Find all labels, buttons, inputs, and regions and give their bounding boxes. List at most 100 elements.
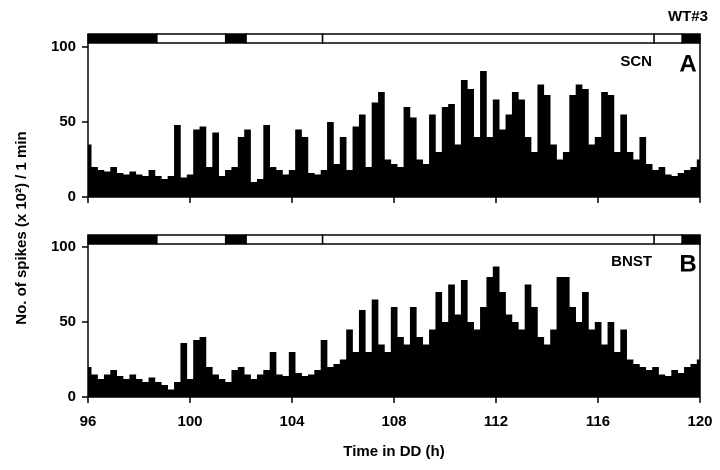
bar <box>690 167 698 197</box>
bar <box>288 352 296 397</box>
bar <box>677 373 685 397</box>
bar <box>282 174 290 197</box>
bar <box>652 170 659 197</box>
bar <box>333 164 341 197</box>
bar <box>167 389 175 397</box>
bar <box>473 137 481 197</box>
bar <box>658 167 666 197</box>
bar <box>161 385 168 397</box>
x-tick-label: 108 <box>381 413 406 430</box>
bar <box>556 159 564 197</box>
bar <box>327 367 334 397</box>
annotation: WT#3 <box>668 8 708 25</box>
light-dark-segment <box>87 33 158 44</box>
bar <box>448 104 455 197</box>
bar <box>473 329 481 397</box>
bar <box>384 159 392 197</box>
bar <box>562 277 570 397</box>
bar <box>569 95 576 197</box>
bar <box>365 167 372 197</box>
bar <box>505 314 513 397</box>
bar <box>422 344 430 397</box>
bar <box>167 176 175 197</box>
bar <box>448 284 455 397</box>
light-dark-segment <box>224 33 247 44</box>
bar <box>346 170 353 197</box>
bar <box>696 159 700 197</box>
bar <box>225 382 232 397</box>
light-dark-segment <box>321 234 655 245</box>
bar <box>575 84 583 197</box>
bar <box>186 379 194 397</box>
bar <box>205 367 213 397</box>
bar <box>212 374 219 397</box>
y-axis-label: No. of spikes (x 10²) / 1 min <box>13 131 30 324</box>
bar <box>409 307 417 397</box>
bar <box>269 167 277 197</box>
bar <box>390 164 398 197</box>
bar <box>645 370 653 397</box>
bar <box>639 137 647 197</box>
bar <box>320 170 328 197</box>
bar <box>314 174 321 197</box>
bar <box>582 292 589 397</box>
bar <box>263 370 270 397</box>
bar <box>129 374 137 397</box>
bar <box>492 99 500 197</box>
bar <box>562 152 570 197</box>
bar <box>607 322 615 397</box>
bar <box>256 374 264 397</box>
bar <box>454 144 462 197</box>
bar <box>492 266 500 397</box>
bar <box>154 382 162 397</box>
bar <box>161 179 168 197</box>
bar <box>371 299 379 397</box>
bar <box>664 174 672 197</box>
bar <box>601 92 608 197</box>
bar <box>352 126 360 197</box>
panel-letter: A <box>679 50 696 77</box>
bar <box>435 292 443 397</box>
bar <box>633 364 640 397</box>
bar <box>110 167 117 197</box>
bar <box>231 167 239 197</box>
bar <box>212 132 219 197</box>
light-dark-segment <box>156 234 227 245</box>
bar <box>97 379 105 397</box>
bar <box>467 89 474 197</box>
y-tick-label: 100 <box>51 238 76 255</box>
bar <box>378 92 385 197</box>
x-tick-label: 116 <box>586 413 610 430</box>
bar <box>301 376 309 397</box>
bar <box>594 137 602 197</box>
bar <box>110 370 117 397</box>
bar <box>180 177 188 197</box>
bar <box>537 84 545 197</box>
bar <box>333 364 341 397</box>
light-dark-segment <box>87 234 158 245</box>
y-tick-label: 50 <box>59 313 76 330</box>
bar <box>429 114 436 197</box>
bar <box>346 329 353 397</box>
bar <box>626 359 634 397</box>
x-axis-label: Time in DD (h) <box>343 443 444 460</box>
bar <box>543 95 551 197</box>
bar <box>384 352 392 397</box>
bar <box>142 382 149 397</box>
panel-letter: B <box>679 250 696 277</box>
light-dark-segment <box>156 33 227 44</box>
bar <box>97 170 105 197</box>
bar <box>594 322 602 397</box>
bar <box>205 167 213 197</box>
bar <box>174 125 181 197</box>
bar <box>142 176 149 197</box>
bar <box>441 107 449 197</box>
bar <box>633 159 640 197</box>
bar <box>301 137 309 197</box>
bar <box>256 179 264 197</box>
bar <box>480 71 487 197</box>
bar <box>537 337 545 397</box>
bar <box>148 377 156 397</box>
bar <box>422 164 430 197</box>
bar <box>460 80 468 197</box>
